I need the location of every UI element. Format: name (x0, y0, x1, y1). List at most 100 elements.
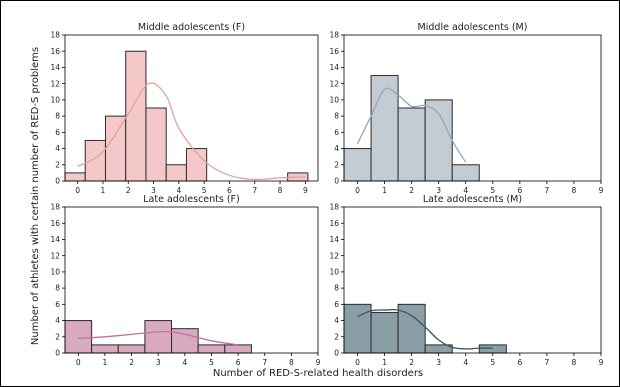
bar (165, 164, 187, 182)
x-tick-label: 0 (76, 358, 81, 367)
bar (370, 75, 399, 182)
y-tick-label: 8 (334, 112, 339, 121)
y-tick-label: 4 (55, 316, 60, 325)
y-tick-label: 12 (50, 251, 60, 260)
y-tick-label: 8 (55, 112, 60, 121)
y-tick-label: 2 (334, 332, 339, 341)
bar (91, 344, 119, 354)
x-tick-label: 9 (316, 358, 321, 367)
y-tick-label: 18 (329, 31, 339, 40)
y-tick-label: 16 (329, 47, 339, 56)
x-tick-label: 2 (409, 186, 414, 195)
bar (64, 172, 86, 182)
bar (104, 115, 127, 182)
bar (451, 164, 480, 182)
y-tick-label: 8 (55, 284, 60, 293)
x-tick-label: 2 (126, 186, 131, 195)
x-tick-label: 3 (151, 186, 156, 195)
y-tick-label: 2 (334, 160, 339, 169)
y-tick-label: 0 (55, 177, 60, 186)
y-tick-label: 8 (334, 284, 339, 293)
y-tick-label: 16 (329, 219, 339, 228)
plot-frame (64, 34, 319, 182)
y-tick-label: 16 (50, 47, 60, 56)
bar (343, 148, 372, 182)
y-tick-label: 10 (329, 95, 339, 104)
x-tick-label: 5 (490, 358, 495, 367)
x-tick-label: 9 (599, 186, 604, 195)
x-tick-label: 3 (156, 358, 161, 367)
x-tick-label: 1 (382, 358, 387, 367)
panel-title: Middle adolescents (F) (138, 22, 245, 33)
figure-xlabel: Number of RED-S-related health disorders (213, 368, 423, 379)
panel-title: Late adolescents (M) (423, 194, 522, 205)
x-tick-label: 9 (599, 358, 604, 367)
bar (125, 50, 147, 182)
bar (370, 311, 399, 354)
y-tick-label: 12 (50, 79, 60, 88)
y-tick-label: 12 (329, 251, 339, 260)
y-tick-label: 4 (334, 316, 339, 325)
x-tick-label: 7 (252, 186, 257, 195)
x-tick-label: 0 (355, 358, 360, 367)
kde-line (356, 87, 467, 163)
y-tick-label: 14 (50, 235, 60, 244)
bar (84, 139, 106, 182)
kde-line (77, 82, 306, 181)
x-tick-label: 7 (262, 358, 267, 367)
x-tick-label: 8 (289, 358, 294, 367)
x-tick-label: 6 (227, 186, 232, 195)
y-tick-label: 4 (55, 144, 60, 153)
x-tick-label: 8 (572, 186, 577, 195)
x-tick-label: 7 (545, 186, 550, 195)
x-tick-label: 7 (545, 358, 550, 367)
x-tick-label: 5 (209, 358, 214, 367)
y-tick-label: 10 (329, 267, 339, 276)
x-tick-label: 4 (463, 358, 468, 367)
x-tick-label: 1 (382, 186, 387, 195)
y-tick-label: 14 (329, 235, 339, 244)
y-tick-label: 6 (334, 128, 339, 137)
y-tick-label: 10 (50, 95, 60, 104)
y-tick-label: 0 (55, 349, 60, 358)
y-tick-label: 4 (334, 144, 339, 153)
figure-ylabel: Number of athletes with certain number o… (30, 47, 41, 345)
bar (197, 344, 226, 354)
panel-title: Late adolescents (F) (143, 194, 239, 205)
y-tick-label: 6 (55, 300, 60, 309)
x-tick-label: 0 (75, 186, 80, 195)
panel-title: Middle adolescents (M) (418, 22, 528, 33)
y-tick-label: 2 (55, 160, 60, 169)
x-tick-label: 1 (101, 186, 106, 195)
bar (478, 344, 507, 354)
y-tick-label: 12 (329, 79, 339, 88)
bar (397, 107, 426, 182)
y-tick-label: 16 (50, 219, 60, 228)
x-tick-label: 3 (436, 358, 441, 367)
bar (117, 344, 146, 354)
bar (144, 320, 173, 354)
x-tick-label: 4 (463, 186, 468, 195)
x-tick-label: 6 (236, 358, 241, 367)
bar (64, 320, 93, 354)
bar (424, 99, 453, 182)
x-tick-label: 2 (409, 358, 414, 367)
y-tick-label: 0 (334, 177, 339, 186)
y-tick-label: 6 (334, 300, 339, 309)
x-tick-label: 9 (303, 186, 308, 195)
y-tick-label: 10 (50, 267, 60, 276)
bar (145, 107, 167, 182)
x-tick-label: 4 (176, 186, 181, 195)
x-tick-label: 5 (202, 186, 207, 195)
y-tick-label: 18 (50, 31, 60, 40)
y-tick-label: 2 (55, 332, 60, 341)
x-tick-label: 5 (490, 186, 495, 195)
x-tick-label: 1 (103, 358, 108, 367)
plot-frame (64, 206, 319, 354)
